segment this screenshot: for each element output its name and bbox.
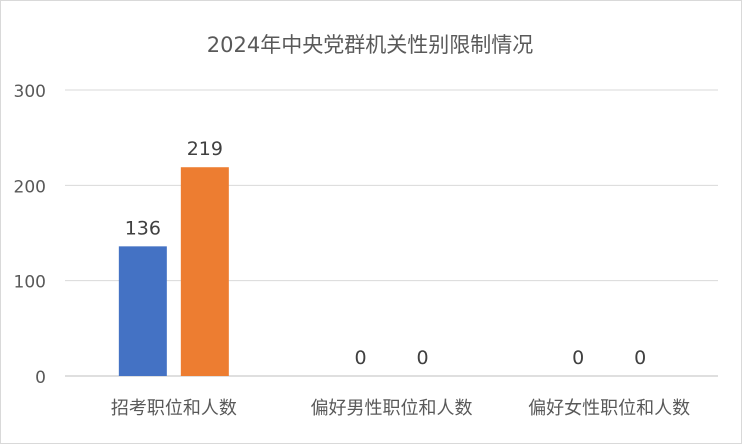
data-label: 0 — [634, 347, 646, 369]
y-tick-label: 0 — [35, 368, 46, 388]
y-tick-label: 300 — [14, 82, 46, 102]
y-tick-label: 100 — [14, 273, 46, 293]
x-category-label: 招考职位和人数 — [111, 398, 237, 419]
bar — [118, 246, 167, 376]
data-labels: 136 219 0 0 0 0 — [125, 138, 647, 369]
bars — [118, 167, 229, 376]
data-label: 136 — [125, 217, 161, 239]
x-category-label: 偏好男性职位和人数 — [311, 398, 473, 419]
bar — [180, 167, 229, 376]
data-label: 219 — [187, 138, 223, 160]
data-label: 0 — [416, 347, 428, 369]
x-axis-categories: 招考职位和人数 偏好男性职位和人数 偏好女性职位和人数 — [111, 398, 690, 419]
data-label: 0 — [354, 347, 366, 369]
data-label: 0 — [572, 347, 584, 369]
gridlines — [65, 89, 718, 377]
y-axis-ticks: 0 100 200 300 — [14, 82, 46, 388]
chart-title: 2024年中央党群机关性别限制情况 — [207, 33, 533, 57]
y-tick-label: 200 — [14, 177, 46, 197]
x-category-label: 偏好女性职位和人数 — [528, 398, 690, 419]
